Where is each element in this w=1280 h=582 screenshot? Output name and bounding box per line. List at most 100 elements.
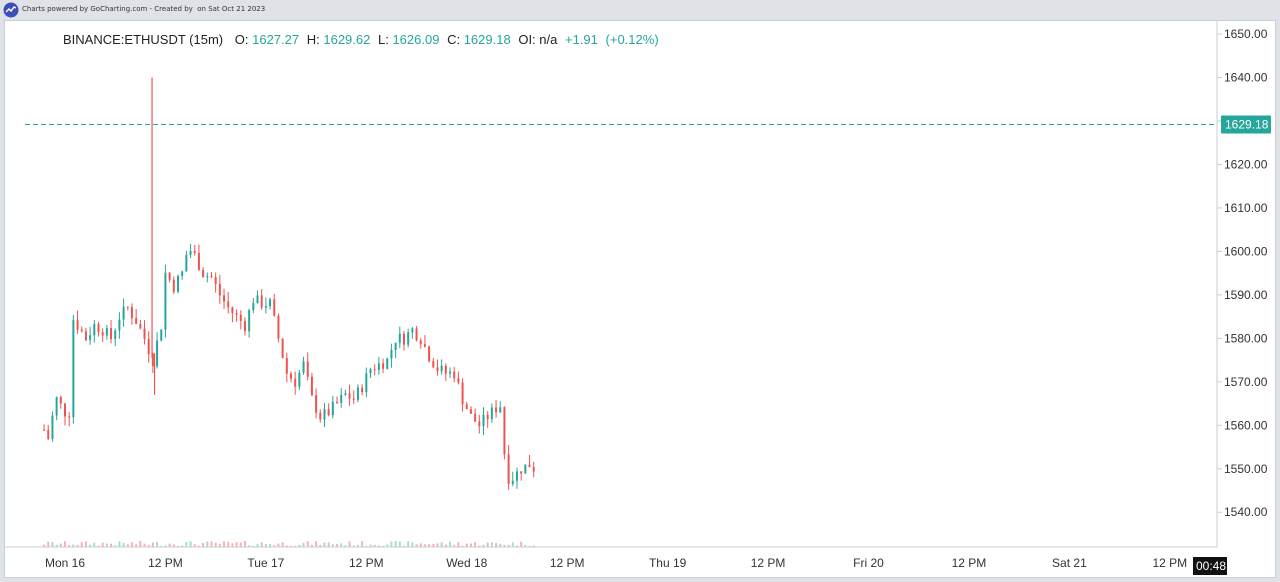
candle <box>386 357 389 370</box>
volume-bar <box>457 542 460 547</box>
candle-body <box>105 328 108 336</box>
volume-bar <box>269 543 272 547</box>
candle <box>281 338 284 359</box>
candle <box>436 359 439 376</box>
y-tick-label: 1640.00 <box>1224 71 1268 85</box>
candle-body <box>59 397 62 404</box>
volume-bar <box>511 542 514 547</box>
last-price-tag-text: 1629.18 <box>1225 118 1269 132</box>
last-price-tag: 1629.18 <box>1221 115 1271 134</box>
candle <box>126 306 129 311</box>
candle <box>356 384 359 403</box>
candle <box>130 303 133 325</box>
low-value: 1626.09 <box>392 32 440 47</box>
volume-bar <box>465 543 468 547</box>
candle-body <box>43 429 46 431</box>
candle-body <box>382 363 385 369</box>
volume-bar <box>218 543 221 547</box>
candle-body <box>490 407 493 420</box>
candle-body <box>189 250 192 255</box>
candle <box>495 399 498 418</box>
volume-bar <box>84 541 87 547</box>
candle-body <box>495 407 498 413</box>
volume-bar <box>256 544 259 547</box>
candle-body <box>457 378 460 383</box>
candle <box>189 243 192 259</box>
volume-bar <box>411 542 414 547</box>
candle-body <box>160 329 163 341</box>
candle <box>273 293 276 317</box>
candle-body <box>486 414 489 420</box>
volume-bar <box>365 545 368 547</box>
candle <box>432 358 435 369</box>
chart-panel[interactable]: BINANCE:ETHUSDT (15m) O: 1627.27 H: 1629… <box>4 20 1276 578</box>
volume-bar <box>352 545 355 547</box>
x-tick-label: 12 PM <box>349 556 384 570</box>
candle <box>110 320 113 344</box>
volume-bar <box>235 542 238 547</box>
candle <box>93 320 96 343</box>
volume-bar <box>264 544 267 547</box>
open-value: 1627.27 <box>252 32 300 47</box>
candle <box>202 267 205 278</box>
volume-bar <box>239 542 242 547</box>
volume-bar <box>499 543 502 547</box>
candle <box>520 471 523 481</box>
candle-body <box>528 464 531 468</box>
volume-bar <box>193 544 196 547</box>
candle <box>289 371 292 383</box>
volume-bar <box>76 544 79 547</box>
candle <box>105 324 108 340</box>
y-tick-label: 1560.00 <box>1224 418 1268 432</box>
candle <box>101 328 104 343</box>
candle <box>415 326 418 342</box>
countdown-text: 00:48 <box>1196 559 1226 573</box>
candle-body <box>239 314 242 321</box>
x-tick-label: Tue 17 <box>247 556 284 570</box>
candle <box>331 396 334 419</box>
volume-layer <box>43 541 535 547</box>
volume-bar <box>122 542 125 547</box>
volume-bar <box>315 541 318 547</box>
candle <box>515 467 518 489</box>
candle <box>528 455 531 468</box>
volume-bar <box>474 542 477 547</box>
candle <box>168 272 171 283</box>
symbol-label: BINANCE:ETHUSDT (15m) <box>63 32 224 47</box>
candle <box>465 401 468 410</box>
volume-bar <box>80 542 83 547</box>
volume-bar <box>210 541 213 547</box>
volume-bar <box>520 541 523 547</box>
candle-body <box>511 480 514 484</box>
volume-bar <box>327 542 330 547</box>
candles-layer <box>43 77 535 490</box>
candle <box>444 363 447 382</box>
candle-body <box>80 329 83 332</box>
candle-body <box>340 394 343 403</box>
candle-body <box>84 331 87 341</box>
candle <box>193 244 196 256</box>
candle-body <box>269 299 272 307</box>
low-label: L: <box>377 32 389 47</box>
candle-body <box>298 372 301 387</box>
candle-body <box>294 378 297 387</box>
candle-body <box>348 393 351 399</box>
candle-body <box>323 408 326 420</box>
candle <box>340 387 343 408</box>
candle-body <box>352 398 355 400</box>
candle-body <box>164 272 167 330</box>
candle-body <box>369 369 372 374</box>
candle <box>239 310 242 330</box>
candle <box>210 272 213 279</box>
candle <box>185 250 188 272</box>
volume-bar <box>189 541 192 547</box>
candle-body <box>72 320 75 418</box>
candle-body <box>172 279 175 292</box>
price-chart[interactable]: 1540.00 1550.00 1560.00 1570.00 1580.00 1590.… <box>5 21 1275 577</box>
candle <box>143 320 146 345</box>
candle <box>89 326 92 345</box>
candle <box>419 337 422 349</box>
volume-bar <box>419 543 422 547</box>
volume-bar <box>423 544 426 547</box>
volume-bar <box>344 545 347 547</box>
